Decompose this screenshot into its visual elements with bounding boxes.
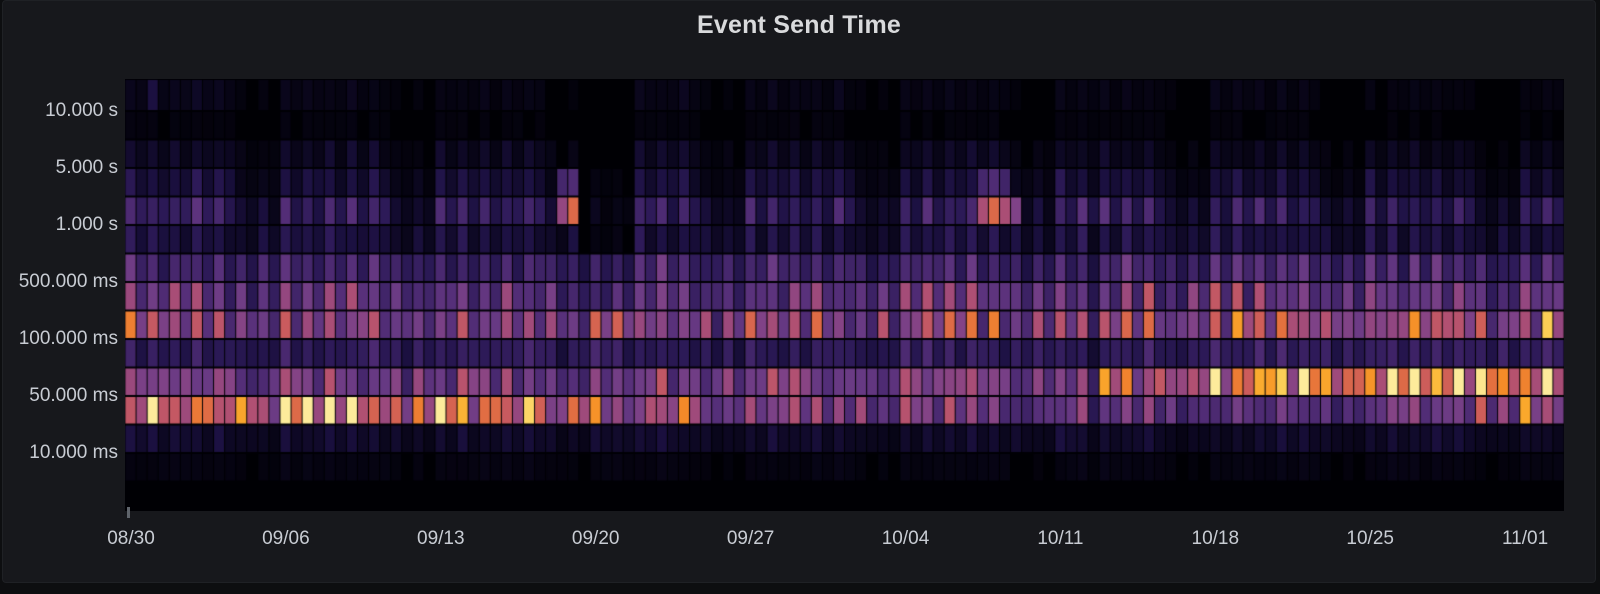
y-tick-label: 100.000 ms [18,328,118,349]
y-tick-label: 50.000 ms [29,385,118,406]
x-tick-label: 10/11 [1037,528,1084,549]
y-tick-label: 1.000 s [55,214,118,235]
y-tick-label: 10.000 s [45,100,118,121]
y-tick-label: 10.000 ms [29,442,118,463]
heatmap-canvas[interactable] [125,79,1564,511]
x-tick-label: 09/13 [417,528,465,549]
x-tick-label: 08/30 [107,528,155,549]
y-tick-label: 5.000 s [55,157,118,178]
x-tick-label: 10/04 [881,528,930,549]
x-tick-label: 09/06 [262,528,310,549]
x-tick-label: 11/01 [1502,528,1549,549]
x-tick-label: 10/18 [1191,528,1240,549]
x-tick-label: 09/27 [726,528,775,549]
panel-title[interactable]: Event Send Time [697,11,901,39]
y-tick-label: 500.000 ms [18,271,118,292]
x-tick-label: 09/20 [571,528,620,549]
event-send-time-panel: Event Send Time 10.000 s 5.000 s 1.000 s 50… [2,0,1596,583]
axis-corner-tick [127,507,130,518]
x-tick-label: 10/25 [1346,528,1394,549]
